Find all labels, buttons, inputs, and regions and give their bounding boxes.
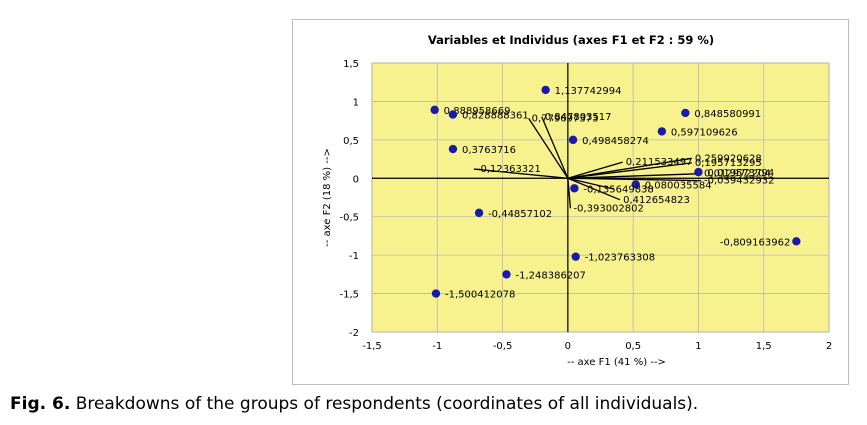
data-point-label: 0,080035584 bbox=[645, 180, 712, 191]
y-tick-label: -2 bbox=[349, 328, 359, 339]
vector-label: 0,211533497 bbox=[626, 157, 693, 168]
data-point bbox=[431, 289, 441, 298]
vector-label: -0,12363321 bbox=[477, 164, 541, 175]
data-point-label: 1,137742994 bbox=[555, 86, 622, 97]
vector-label: 0,259920628 bbox=[695, 153, 762, 164]
data-point bbox=[694, 167, 703, 177]
variable-vector bbox=[567, 173, 702, 179]
y-tick-label: 1,5 bbox=[343, 59, 359, 70]
figure-caption: Fig. 6. Breakdowns of the groups of resp… bbox=[10, 394, 698, 414]
variable-vector bbox=[567, 157, 693, 179]
caption-label: Fig. 6. bbox=[10, 394, 71, 414]
data-point-label: 0,019573794 bbox=[707, 168, 774, 179]
data-point-label: 0,848580991 bbox=[694, 109, 761, 120]
data-point bbox=[657, 127, 667, 136]
data-point bbox=[631, 180, 640, 189]
data-point bbox=[568, 135, 578, 145]
data-point bbox=[448, 110, 458, 119]
data-point bbox=[448, 144, 458, 154]
data-point-label: 0,3763716 bbox=[462, 145, 516, 156]
chart-title: Variables et Individus (axes F1 et F2 : … bbox=[428, 33, 714, 47]
x-tick-label: -0,5 bbox=[493, 341, 513, 352]
y-tick-label: -1,5 bbox=[339, 290, 359, 301]
data-point-label: 0,828888361 bbox=[462, 110, 529, 121]
x-tick-label: -1 bbox=[432, 341, 442, 352]
vector-label: 0,412654823 bbox=[623, 195, 690, 206]
y-tick-label: 1 bbox=[353, 97, 359, 108]
data-point bbox=[541, 85, 550, 95]
vector-label: 0,847803517 bbox=[545, 112, 612, 123]
data-point-label: -0,135649838 bbox=[583, 184, 653, 195]
y-tick-label: 0,5 bbox=[343, 136, 359, 147]
data-point-label: 0,597109626 bbox=[671, 127, 738, 138]
vector-label: -0,393002802 bbox=[573, 203, 643, 214]
x-tick-label: -1,5 bbox=[362, 341, 382, 352]
x-tick-label: 1 bbox=[695, 341, 701, 352]
variable-vector bbox=[567, 177, 614, 190]
x-tick-label: 2 bbox=[826, 341, 832, 352]
data-point-label: -1,023763308 bbox=[585, 253, 655, 264]
data-point-label: -1,500412078 bbox=[445, 290, 515, 301]
data-point bbox=[430, 105, 439, 115]
data-point bbox=[570, 184, 579, 193]
vector-label: 0,195713295 bbox=[695, 158, 762, 169]
plot-area bbox=[371, 62, 830, 333]
data-point-label: -1,248386207 bbox=[515, 270, 585, 281]
data-point bbox=[474, 208, 484, 218]
variable-vector bbox=[541, 116, 569, 179]
y-tick-label: 0 bbox=[353, 174, 359, 185]
x-tick-label: 0 bbox=[565, 341, 571, 352]
variable-vector bbox=[567, 178, 572, 209]
vector-label: -0,039432932 bbox=[704, 176, 774, 187]
data-point bbox=[792, 237, 801, 246]
variable-vector bbox=[567, 161, 623, 179]
data-point-label: -0,809163962 bbox=[720, 237, 790, 248]
variable-vector bbox=[528, 117, 569, 179]
vector-label: 0,779697373 bbox=[532, 113, 599, 124]
data-point bbox=[681, 108, 690, 118]
y-tick-label: -0,5 bbox=[339, 213, 359, 224]
variable-vector bbox=[567, 177, 621, 201]
y-tick-label: -1 bbox=[349, 251, 359, 262]
data-point bbox=[571, 252, 580, 261]
data-point-label: 0,498458274 bbox=[582, 136, 649, 147]
vector-label: 0,012972204 bbox=[704, 169, 771, 180]
y-axis-label: -- axe F2 (18 %) --> bbox=[322, 148, 333, 247]
x-tick-label: 1,5 bbox=[756, 341, 772, 352]
variable-vector bbox=[473, 168, 568, 179]
x-tick-label: 0,5 bbox=[625, 341, 641, 352]
caption-text: Breakdowns of the groups of respondents … bbox=[75, 394, 699, 414]
data-point bbox=[502, 270, 511, 279]
data-point-label: -0,44857102 bbox=[488, 209, 552, 220]
data-point-label: 0,888958669 bbox=[444, 106, 511, 117]
variable-vector bbox=[567, 177, 702, 182]
x-axis-label: -- axe F1 (41 %) --> bbox=[567, 357, 666, 368]
variable-vector bbox=[567, 162, 692, 179]
